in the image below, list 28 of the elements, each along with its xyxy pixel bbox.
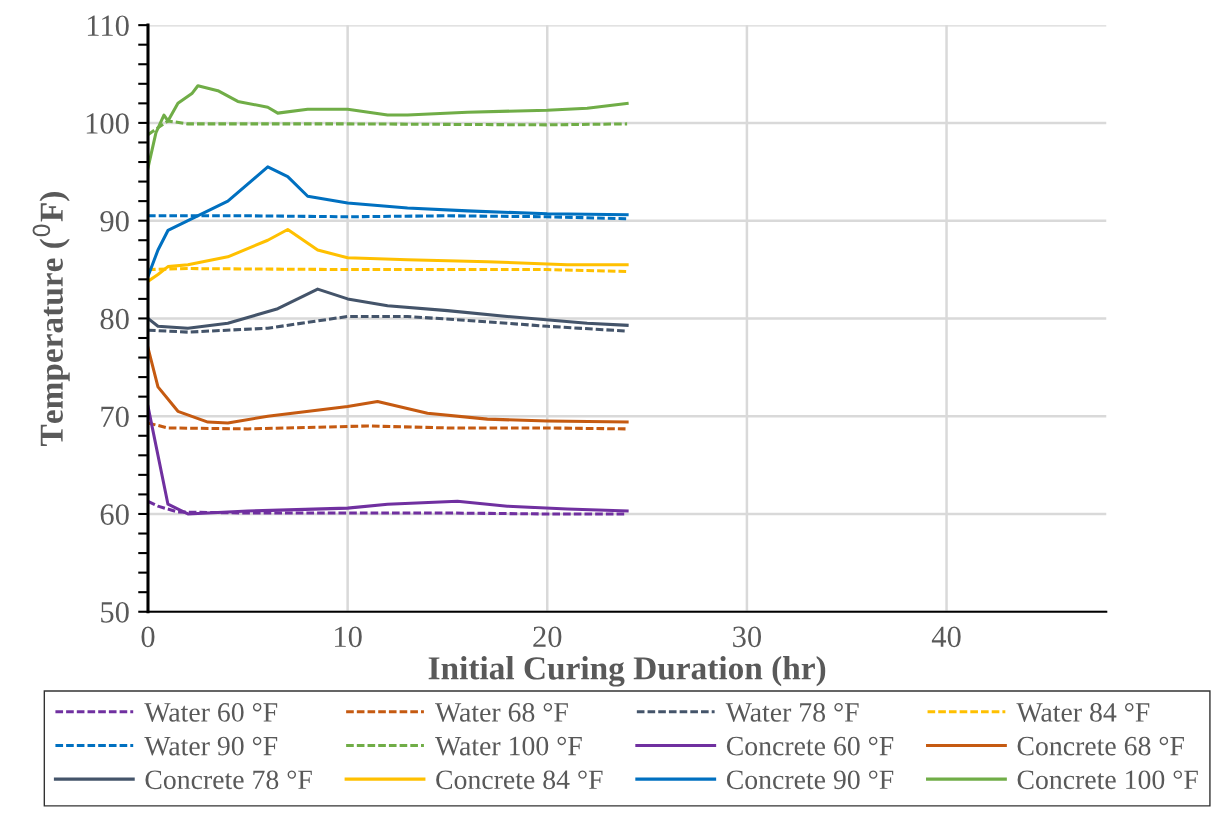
x-tick-label: 10: [335, 626, 362, 648]
legend-label: Concrete 68 °F: [1017, 736, 1184, 756]
y-axis-title: Temperature ($^{0}$F): [32, 192, 70, 446]
legend-label: Concrete 100 °F: [1017, 770, 1198, 790]
x-tick-label: 40: [931, 626, 961, 648]
x-tick-label: 0: [141, 626, 155, 648]
legend-label: Water 84 °F: [1016, 703, 1150, 722]
y-tick-label: 80: [100, 308, 129, 330]
y-tick-label: 90: [100, 210, 129, 232]
y-tick-label: 60: [100, 504, 129, 525]
legend-label: Water 78 °F: [725, 703, 859, 722]
legend-label: Concrete 78 °F: [145, 770, 312, 790]
y-tick-label: 50: [101, 602, 129, 623]
y-tick-label: 110: [87, 15, 129, 37]
legend-label: Water 60 °F: [144, 703, 278, 722]
line-series: [147, 287, 629, 330]
y-tick-label: 100: [86, 113, 129, 134]
line-series: [147, 227, 629, 283]
legend-label: Concrete 60 °F: [726, 736, 894, 756]
legend-label: Water 90 °F: [144, 736, 278, 756]
legend-label: Concrete 84 °F: [436, 770, 603, 790]
legend-label: Water 68 °F: [435, 703, 568, 722]
x-tick-label: 30: [733, 626, 762, 648]
legend-label: Water 100 °F: [435, 736, 582, 756]
y-tick-label: 70: [101, 406, 129, 428]
x-tick-label: 20: [533, 626, 562, 648]
legend-label: Concrete 90 °F: [726, 770, 894, 790]
x-axis-title: Initial Curing Duration (hr): [428, 656, 826, 687]
